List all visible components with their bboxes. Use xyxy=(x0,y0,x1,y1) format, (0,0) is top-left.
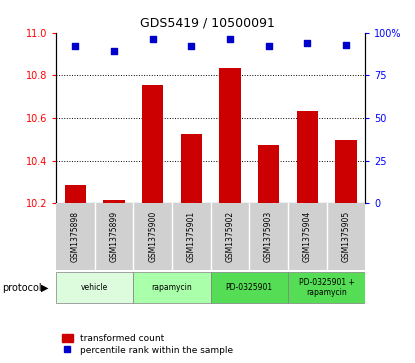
Text: GSM1375903: GSM1375903 xyxy=(264,211,273,262)
Point xyxy=(265,44,272,49)
Text: ▶: ▶ xyxy=(41,283,48,293)
Text: GSM1375898: GSM1375898 xyxy=(71,211,80,262)
Text: GSM1375900: GSM1375900 xyxy=(148,211,157,262)
Bar xyxy=(103,200,124,203)
Text: vehicle: vehicle xyxy=(81,283,108,292)
Text: GSM1375904: GSM1375904 xyxy=(303,211,312,262)
Point xyxy=(188,44,195,49)
Bar xyxy=(133,272,210,303)
Bar xyxy=(181,134,202,203)
Text: GSM1375905: GSM1375905 xyxy=(342,211,350,262)
Point xyxy=(149,37,156,42)
Text: GSM1375899: GSM1375899 xyxy=(110,211,119,262)
Bar xyxy=(335,140,356,203)
Point xyxy=(72,44,79,49)
Bar xyxy=(297,110,318,203)
Bar xyxy=(56,272,133,303)
Text: GDS5419 / 10500091: GDS5419 / 10500091 xyxy=(140,16,275,29)
Text: GSM1375901: GSM1375901 xyxy=(187,211,196,262)
Text: PD-0325901: PD-0325901 xyxy=(226,283,273,292)
Bar xyxy=(288,272,365,303)
Text: PD-0325901 +
rapamycin: PD-0325901 + rapamycin xyxy=(299,278,354,297)
Bar xyxy=(258,144,279,203)
Point xyxy=(342,42,349,48)
Text: rapamycin: rapamycin xyxy=(151,283,192,292)
Legend: transformed count, percentile rank within the sample: transformed count, percentile rank withi… xyxy=(59,331,237,359)
Bar xyxy=(219,68,241,203)
Point xyxy=(227,37,233,42)
Bar xyxy=(210,272,288,303)
Point xyxy=(111,49,117,54)
Text: GSM1375902: GSM1375902 xyxy=(225,211,234,262)
Bar xyxy=(65,185,86,203)
Bar xyxy=(142,85,163,203)
Text: protocol: protocol xyxy=(2,283,42,293)
Point xyxy=(304,40,310,46)
